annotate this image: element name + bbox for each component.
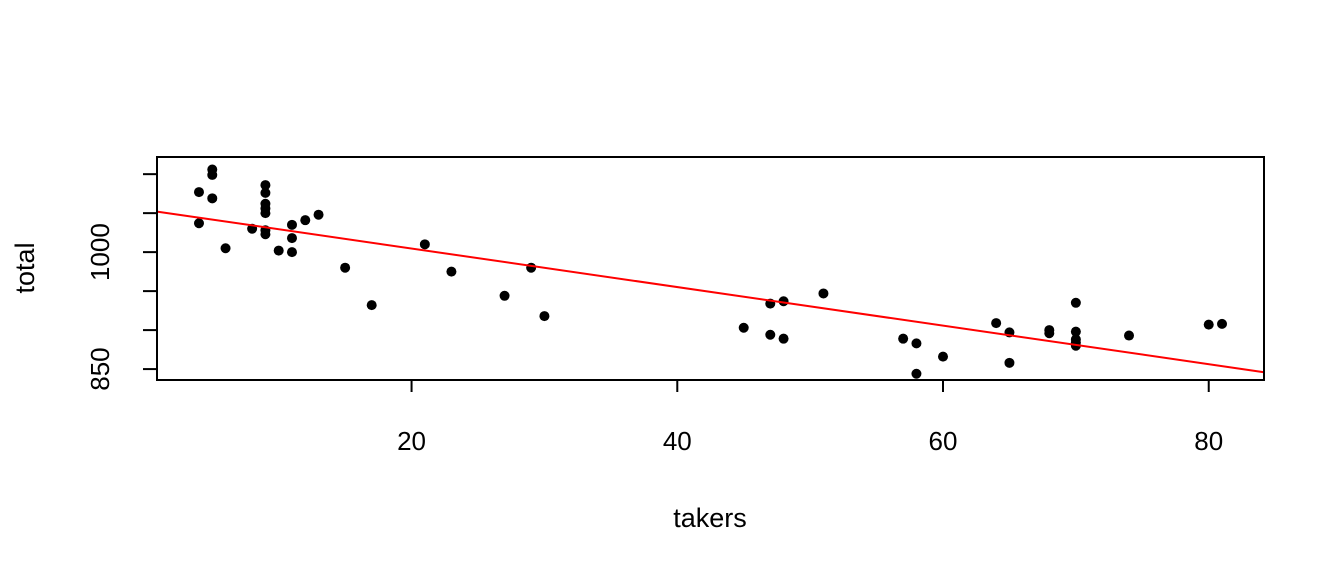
data-point [1070, 297, 1081, 308]
data-point [1124, 330, 1135, 341]
data-point [273, 245, 284, 256]
data-point [818, 288, 829, 299]
data-point [260, 187, 271, 198]
data-point [499, 290, 510, 301]
data-point [1070, 326, 1081, 337]
data-point [738, 322, 749, 333]
data-point [286, 247, 297, 258]
x-axis-label: takers [673, 503, 747, 533]
data-point [446, 266, 457, 277]
data-point [1203, 319, 1214, 330]
data-point [286, 219, 297, 230]
y-tick-label: 850 [85, 347, 115, 390]
data-point [260, 180, 271, 191]
y-axis-label: total [10, 242, 40, 293]
data-point [300, 215, 311, 226]
data-point [286, 233, 297, 244]
data-point [1217, 318, 1228, 329]
data-point [193, 187, 204, 198]
data-point [220, 243, 231, 254]
data-point [938, 351, 949, 362]
x-tick-label: 60 [929, 426, 958, 456]
data-point [260, 229, 271, 240]
y-axis: 850 1000 [85, 173, 157, 391]
data-point [207, 193, 218, 204]
x-tick-label: 80 [1194, 426, 1223, 456]
data-point [366, 300, 377, 311]
data-points [193, 164, 1228, 379]
data-point [991, 318, 1002, 329]
data-point [1044, 328, 1055, 339]
data-point [207, 169, 218, 180]
data-point [340, 262, 351, 273]
plot-box [156, 156, 1265, 381]
x-tick-label: 20 [397, 426, 426, 456]
data-point [765, 329, 776, 340]
y-tick-label: 1000 [85, 223, 115, 281]
data-point [193, 218, 204, 229]
x-axis: 20 40 60 80 [397, 380, 1223, 456]
data-point [898, 333, 909, 344]
regression-line-group [156, 210, 1265, 374]
data-point [419, 239, 430, 250]
data-point [778, 333, 789, 344]
data-point [539, 311, 550, 322]
x-tick-label: 40 [663, 426, 692, 456]
regression-line [156, 210, 1265, 374]
data-point [526, 262, 537, 273]
data-point [1004, 357, 1015, 368]
data-point [911, 338, 922, 349]
data-point [911, 368, 922, 379]
data-point [260, 208, 271, 219]
data-point [313, 209, 324, 220]
